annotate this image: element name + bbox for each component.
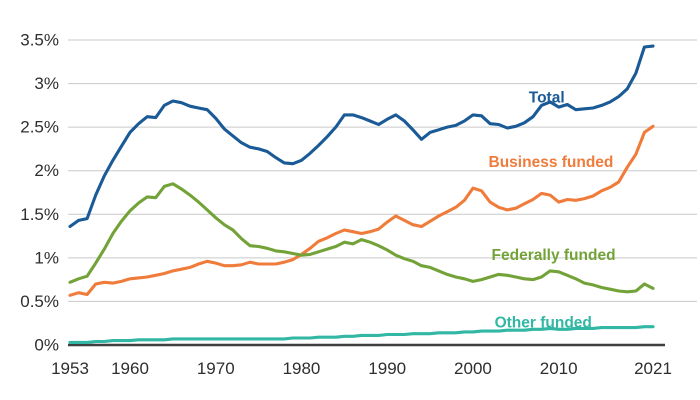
y-axis-tick-label: 0% — [34, 336, 59, 355]
x-axis-tick-label: 1990 — [368, 359, 406, 378]
x-axis-tick-label: 1953 — [51, 359, 89, 378]
x-axis-tick-label: 2021 — [634, 359, 672, 378]
y-axis-tick-label: 2.5% — [20, 118, 59, 137]
y-axis-tick-label: 0.5% — [20, 292, 59, 311]
y-axis-tick-label: 3.5% — [20, 31, 59, 50]
series-label-federally-funded: Federally funded — [492, 247, 616, 264]
series-line-other-funded — [68, 325, 655, 344]
y-axis-tick-label: 3% — [34, 74, 59, 93]
x-axis-tick-label: 1980 — [283, 359, 321, 378]
series-line-total — [68, 44, 655, 229]
x-axis-tick-label: 1960 — [111, 359, 149, 378]
y-axis-tick-label: 1% — [34, 248, 59, 267]
series-label-other-funded: Other funded — [495, 314, 592, 331]
x-axis-tick-label: 2000 — [454, 359, 492, 378]
x-axis-tick-label: 2010 — [540, 359, 578, 378]
y-axis-tick-label: 1.5% — [20, 205, 59, 224]
x-axis-tick-label: 1970 — [197, 359, 235, 378]
series-label-total: Total — [529, 90, 565, 107]
y-axis-tick-label: 2% — [34, 161, 59, 180]
series-line-business-funded — [68, 124, 655, 297]
series-label-business-funded: Business funded — [489, 154, 614, 171]
series-line-federally-funded — [68, 182, 655, 294]
